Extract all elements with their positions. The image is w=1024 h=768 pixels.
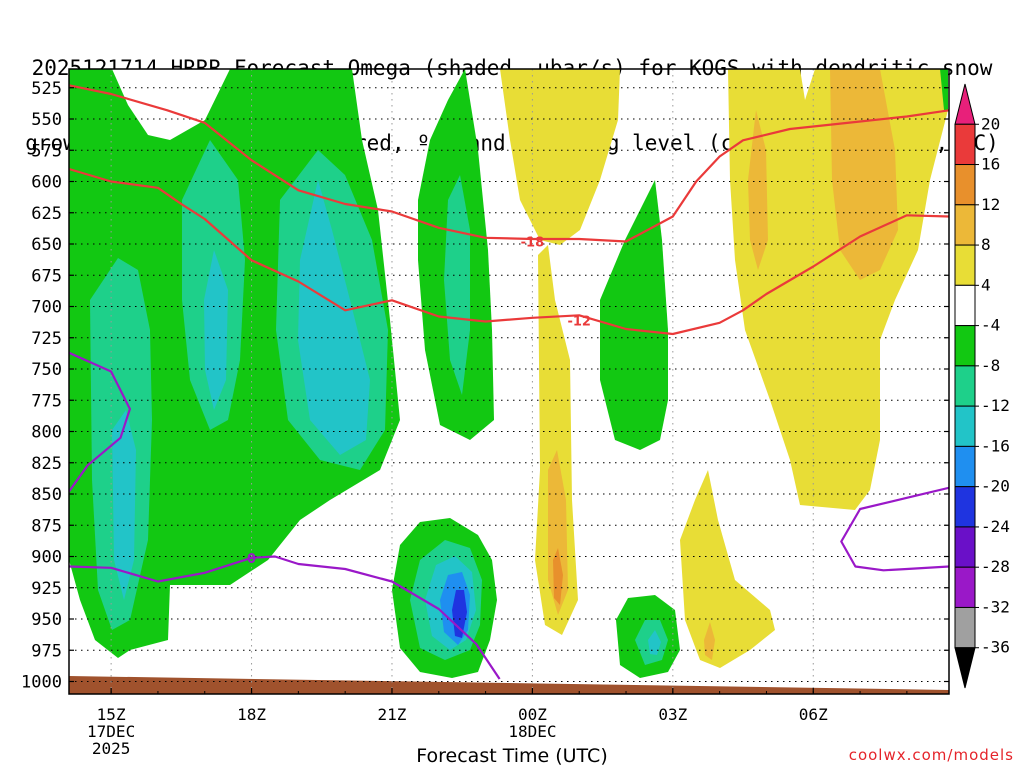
colorbar-label: -20 <box>981 477 1010 496</box>
colorbar-label: -32 <box>981 597 1010 616</box>
omega-region-green-ne <box>940 69 948 110</box>
colorbar-box <box>954 566 976 608</box>
colorbar-box <box>954 606 976 649</box>
y-tick-label: 775 <box>31 391 62 411</box>
dgz-contour-label: -18 <box>521 236 545 251</box>
y-tick-label: 600 <box>31 173 62 193</box>
colorbar-label: -36 <box>981 638 1010 657</box>
omega-region-yellow-0z <box>535 245 578 635</box>
colorbar-box <box>954 244 976 286</box>
colorbar-box <box>954 284 976 327</box>
colorbar-label: 20 <box>981 114 1000 133</box>
x-tick-label: 2025 <box>92 739 131 758</box>
y-tick-label: 850 <box>31 485 62 505</box>
y-tick-label: 625 <box>31 204 62 224</box>
omega-region-cyan-central <box>204 250 228 410</box>
dgz-contour <box>69 167 949 336</box>
omega-region-cyan-east <box>298 180 370 455</box>
omega-region-yellow-north <box>500 69 620 245</box>
credit-link[interactable]: coolwx.com/models <box>848 746 1014 764</box>
freezing-level-contour <box>840 486 949 572</box>
omega-shading <box>69 69 949 694</box>
colorbar-box <box>954 486 976 528</box>
x-tick-label: 06Z <box>799 705 828 724</box>
y-tick-label: 575 <box>31 141 62 161</box>
colorbar-label: -28 <box>981 557 1010 576</box>
x-tick-label: 03Z <box>658 705 687 724</box>
colorbar: -36 -32 -28 -24 -20 -16 -12 -8 -4 4 8 12 16 20 <box>954 83 1010 689</box>
colorbar-label: -16 <box>981 436 1010 455</box>
omega-region-gold-0z <box>548 450 568 615</box>
x-tick-label: 21Z <box>378 705 407 724</box>
colorbar-box <box>954 123 976 166</box>
colorbar-label: 8 <box>981 235 991 254</box>
omega-region-yellow-03z <box>680 470 775 668</box>
omega-region-cyan-west <box>112 410 136 600</box>
y-tick-label: 800 <box>31 423 62 443</box>
colorbar-label: -24 <box>981 517 1010 536</box>
colorbar-label: -8 <box>981 356 1000 375</box>
colorbar-box <box>954 325 976 367</box>
y-axis: 525 550 575 600 625 650 675 700 725 750 775 800 825 8… <box>21 79 949 693</box>
colorbar-label: 4 <box>981 275 991 294</box>
colorbar-box <box>954 405 976 447</box>
y-tick-label: 675 <box>31 266 62 286</box>
omega-region-orange-0z <box>553 548 563 605</box>
colorbar-top-triangle <box>954 83 976 125</box>
y-tick-label: 900 <box>31 548 62 568</box>
y-tick-label: 950 <box>31 610 62 630</box>
y-tick-label: 750 <box>31 360 62 380</box>
x-axis-title: Forecast Time (UTC) <box>416 745 608 767</box>
y-tick-label: 650 <box>31 235 62 255</box>
y-tick-label: 725 <box>31 329 62 349</box>
colorbar-label: 12 <box>981 195 1000 214</box>
plot-frame <box>68 68 950 695</box>
y-tick-label: 700 <box>31 298 62 318</box>
omega-region-cyan-02z-low <box>648 630 661 655</box>
freezing-level-contour <box>69 351 131 493</box>
omega-region-green-02z <box>600 180 668 450</box>
y-tick-label: 1000 <box>21 673 62 693</box>
y-tick-label: 875 <box>31 516 62 536</box>
y-tick-label: 975 <box>31 641 62 661</box>
x-tick-label: 17DEC <box>87 722 135 741</box>
colorbar-label: -4 <box>981 316 1000 335</box>
colorbar-box <box>954 365 976 407</box>
x-tick-label: 18Z <box>237 705 266 724</box>
x-tick-label: 00Z <box>518 705 547 724</box>
colorbar-label: -12 <box>981 396 1010 415</box>
y-tick-label: 825 <box>31 454 62 474</box>
contour-lines <box>69 84 949 680</box>
freezing-level-contour <box>69 555 501 680</box>
freezing-level-contour-label: 0 <box>247 552 256 567</box>
x-tick-label: 18DEC <box>508 722 556 741</box>
y-tick-label: 550 <box>31 110 62 130</box>
y-tick-label: 525 <box>31 79 62 99</box>
terrain-fill <box>69 676 949 694</box>
colorbar-box <box>954 164 976 206</box>
grid-lines <box>69 69 949 694</box>
colorbar-box <box>954 526 976 568</box>
x-tick-label: 15Z <box>97 705 126 724</box>
colorbar-label: 16 <box>981 155 1000 174</box>
colorbar-box <box>954 445 976 488</box>
colorbar-box <box>954 204 976 246</box>
contour-labels: -18 -12 0 <box>247 236 591 567</box>
dgz-contour-label: -12 <box>567 314 591 329</box>
dgz-contour <box>69 84 949 243</box>
colorbar-bottom-triangle <box>954 647 976 689</box>
y-tick-label: 925 <box>31 579 62 599</box>
